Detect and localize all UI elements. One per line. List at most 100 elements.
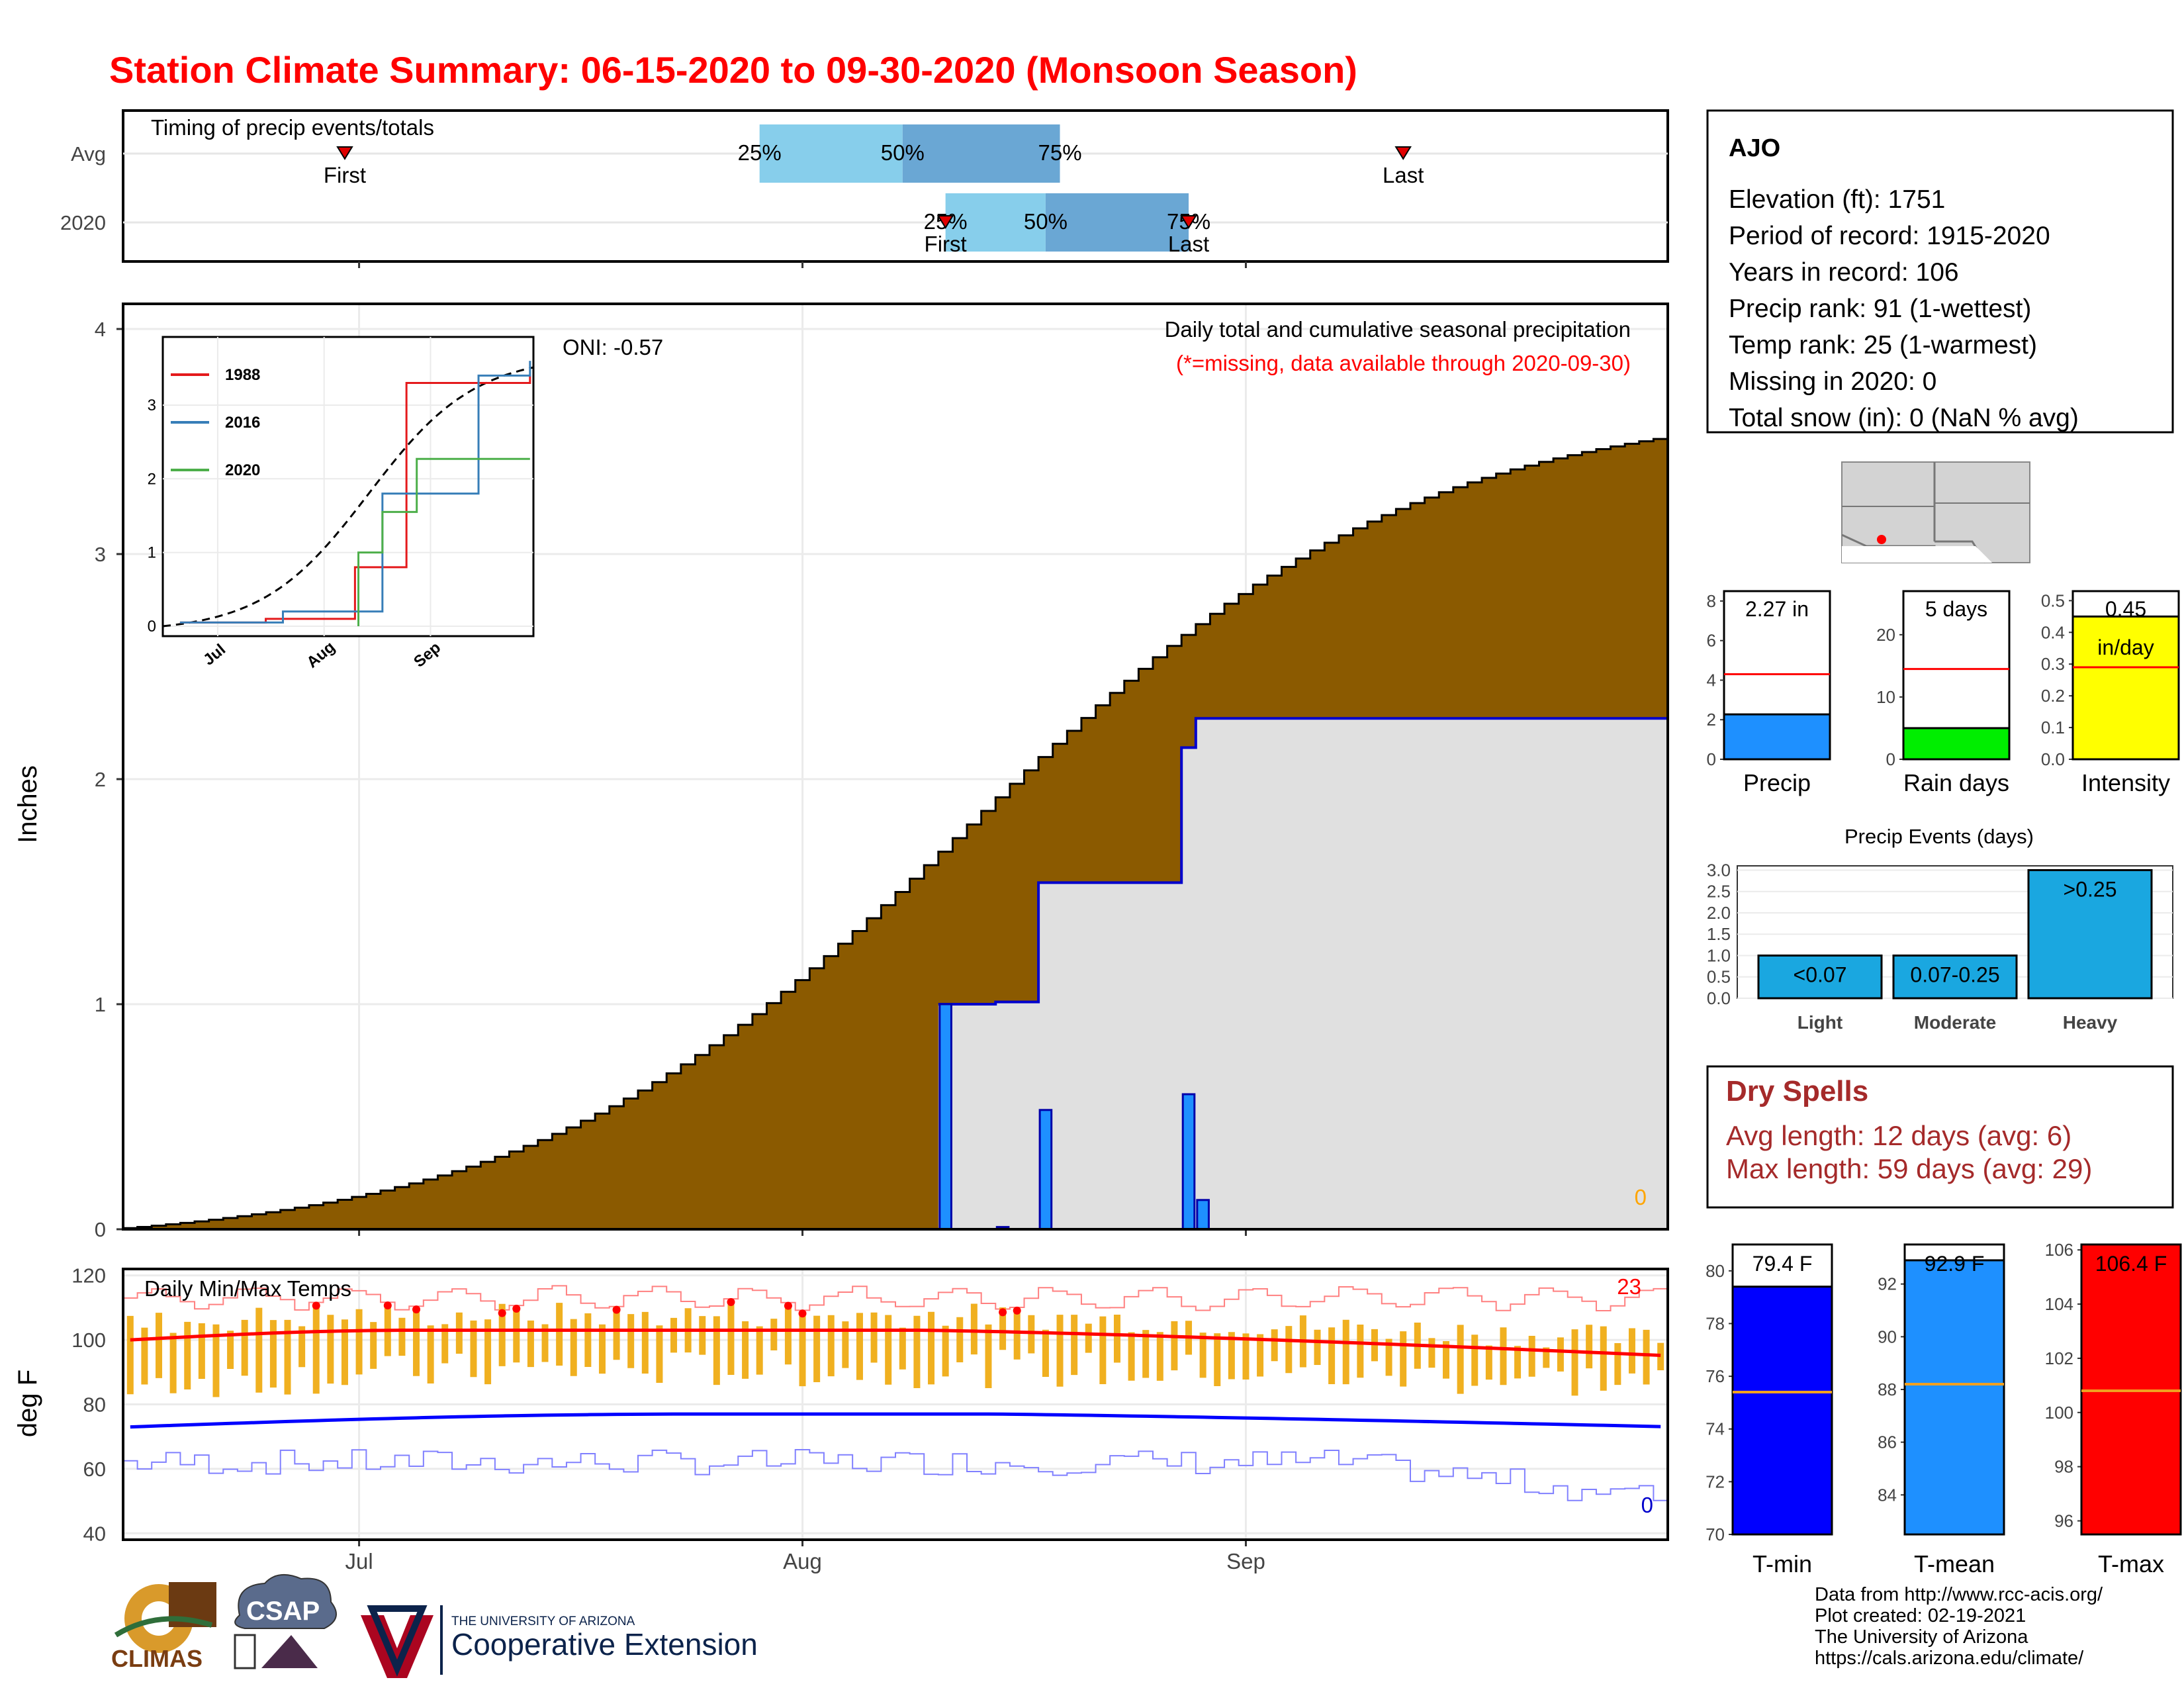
- temp-summary-ytick-label: 98: [2054, 1457, 2073, 1477]
- temp-summary-ytick-label: 90: [1878, 1327, 1897, 1346]
- precip-ylabel: Inches: [13, 765, 42, 843]
- inset-legend-label: 2016: [225, 414, 260, 432]
- inset-frame: [161, 336, 535, 637]
- temp-xtick-label: Jul: [345, 1549, 373, 1573]
- summary-value-label: 2.27 in: [1745, 597, 1809, 621]
- inset-series-1988: [179, 375, 531, 624]
- summary-ytick-label: 4: [1707, 670, 1716, 690]
- summary-bar-2: 0.0 0.1 0.2 0.3 0.4 0.5 0.45 in/day Intensity: [2041, 590, 2180, 796]
- temp-summary-ytick-label: 70: [1706, 1524, 1725, 1544]
- summary-value-label: 0.45: [2105, 597, 2146, 621]
- temp-summary-ytick-label: 84: [1878, 1485, 1897, 1505]
- summary-ytick-label: 0.2: [2041, 686, 2065, 706]
- precip-ytick-label: 2: [95, 768, 106, 791]
- record-high-marker: [383, 1301, 392, 1310]
- record-high-marker: [798, 1309, 807, 1318]
- station-name: AJO: [1729, 134, 1780, 162]
- temp-count-high: 23: [1617, 1274, 1641, 1299]
- inset-ytick-label: 3: [148, 397, 156, 414]
- precip-ytick-label: 4: [95, 318, 106, 341]
- inset-ytick-label: 0: [148, 618, 156, 635]
- summary-bar-fill: [2071, 615, 2180, 761]
- station-info-line: Precip rank: 91 (1-wettest): [1729, 295, 2031, 323]
- inset-xtick-label: Sep: [410, 639, 444, 671]
- station-info-frame: [1706, 109, 2174, 434]
- dry-spells-title: Dry Spells: [1726, 1075, 1868, 1107]
- timing-row-label: Avg: [71, 142, 106, 165]
- timing-last-marker: [1180, 215, 1197, 229]
- temp-panel: deg F 40 60 80 100 120 Jul Aug Sep Daily Min/Ma…: [13, 1264, 1669, 1573]
- record-high-marker: [784, 1301, 792, 1310]
- timing-first-marker: [336, 146, 353, 160]
- precip-ytick-label: 0: [95, 1218, 106, 1241]
- inset-series-2016: [179, 361, 531, 624]
- timing-q25-label: 25%: [738, 140, 782, 165]
- credit-line-2: Plot created: 02-19-2021: [1815, 1605, 2026, 1626]
- inset-xtick-label: Jul: [200, 641, 229, 669]
- temp-ytick-label: 100: [71, 1329, 106, 1352]
- temp-panel-frame: [122, 1268, 1669, 1541]
- summary-bar-label: Intensity: [2081, 769, 2170, 796]
- events-category-label: Moderate: [1914, 1012, 1996, 1033]
- oni-value: ONI: -0.57: [563, 335, 663, 359]
- timing-last-label: Last: [1168, 232, 1209, 256]
- timing-panel-label: Timing of precip events/totals: [151, 115, 434, 140]
- summary-ytick-label: 0.0: [2041, 749, 2065, 769]
- record-high-marker: [612, 1305, 621, 1314]
- station-info-line: Years in record: 106: [1729, 258, 1959, 287]
- events-bar: [2027, 868, 2153, 1000]
- inset-average-line: [162, 366, 534, 628]
- temp-summary-bar-2: 96 98 100 102 104 106 106.4 F T-max: [2045, 1240, 2182, 1577]
- temp-summary-ytick-label: 102: [2045, 1348, 2073, 1368]
- precip-panel-header: Daily total and cumulative seasonal prec…: [1165, 317, 1631, 342]
- summary-ytick-label: 0.5: [2041, 590, 2065, 610]
- events-ytick-label: 3.0: [1707, 860, 1731, 880]
- temp-summary-ytick-label: 80: [1706, 1261, 1725, 1281]
- station-info-line: Period of record: 1915-2020: [1729, 222, 2050, 250]
- temp-summary-bar-0: 70 72 74 76 78 80 79.4 F T-min: [1706, 1243, 1833, 1577]
- temp-summary-fill: [1731, 1286, 1833, 1536]
- timing-box-lower: [945, 193, 1046, 252]
- temp-summary-label: T-min: [1752, 1550, 1812, 1577]
- timing-box-upper: [902, 124, 1060, 183]
- events-ytick-label: 0.0: [1707, 988, 1731, 1008]
- timing-last-label: Last: [1383, 163, 1424, 187]
- temp-summary-fill: [2080, 1243, 2182, 1536]
- temp-summary-label: T-mean: [1914, 1550, 1995, 1577]
- summary-bar-0: 0 2 4 6 8 2.27 in Precip: [1707, 590, 1831, 796]
- summary-ytick-label: 6: [1707, 631, 1716, 651]
- summary-ytick-label: 8: [1707, 591, 1716, 611]
- precip-ytick-label: 3: [95, 543, 106, 566]
- summary-bar-label: Rain days: [1903, 769, 2009, 796]
- events-category-label: Light: [1797, 1012, 1843, 1033]
- station-info-line: Elevation (ft): 1751: [1729, 185, 1945, 214]
- timing-box-upper: [1045, 193, 1189, 252]
- dry-spells-max: Max length: 59 days (avg: 29): [1726, 1153, 2092, 1184]
- temp-summary-ytick-label: 74: [1706, 1419, 1725, 1439]
- events-category-label: Heavy: [2063, 1012, 2118, 1033]
- temp-summary-ytick-label: 104: [2045, 1294, 2073, 1314]
- missing-count: 0: [1635, 1185, 1647, 1209]
- average-max-temp-line: [130, 1329, 1661, 1358]
- events-bar-label: <0.07: [1794, 962, 1847, 986]
- daily-precip-bar: [1196, 1199, 1210, 1231]
- summary-ytick-label: 0: [1886, 749, 1895, 769]
- inset-legend-label: 1988: [225, 366, 260, 384]
- temp-summary-ytick-label: 78: [1706, 1313, 1725, 1333]
- temp-ytick-label: 60: [83, 1458, 106, 1481]
- temp-ytick-label: 120: [71, 1264, 106, 1288]
- summary-bar-fill: [1902, 727, 2011, 761]
- precip-panel-subheader: (*=missing, data available through 2020-…: [1176, 351, 1631, 375]
- station-info-box: AJO Elevation (ft): 1751 Period of record…: [1706, 109, 2174, 434]
- events-ytick-label: 0.5: [1707, 967, 1731, 987]
- record-min-line: [123, 1449, 1668, 1501]
- temp-summary-ytick-label: 92: [1878, 1274, 1897, 1294]
- temp-summary-bar-1: 84 86 88 90 92 92.9 F T-mean: [1878, 1243, 2005, 1577]
- timing-q75-label: 75%: [1038, 140, 1081, 165]
- timing-panel: Timing of precip events/totals Avg 25% 50%…: [60, 109, 1669, 268]
- daily-precip-bar: [938, 1003, 952, 1231]
- summary-ytick-label: 10: [1876, 687, 1895, 707]
- temp-xtick-label: Sep: [1226, 1549, 1265, 1573]
- university-of-arizona-logo: THE UNIVERSITY OF ARIZONA Cooperative Ex…: [361, 1605, 758, 1678]
